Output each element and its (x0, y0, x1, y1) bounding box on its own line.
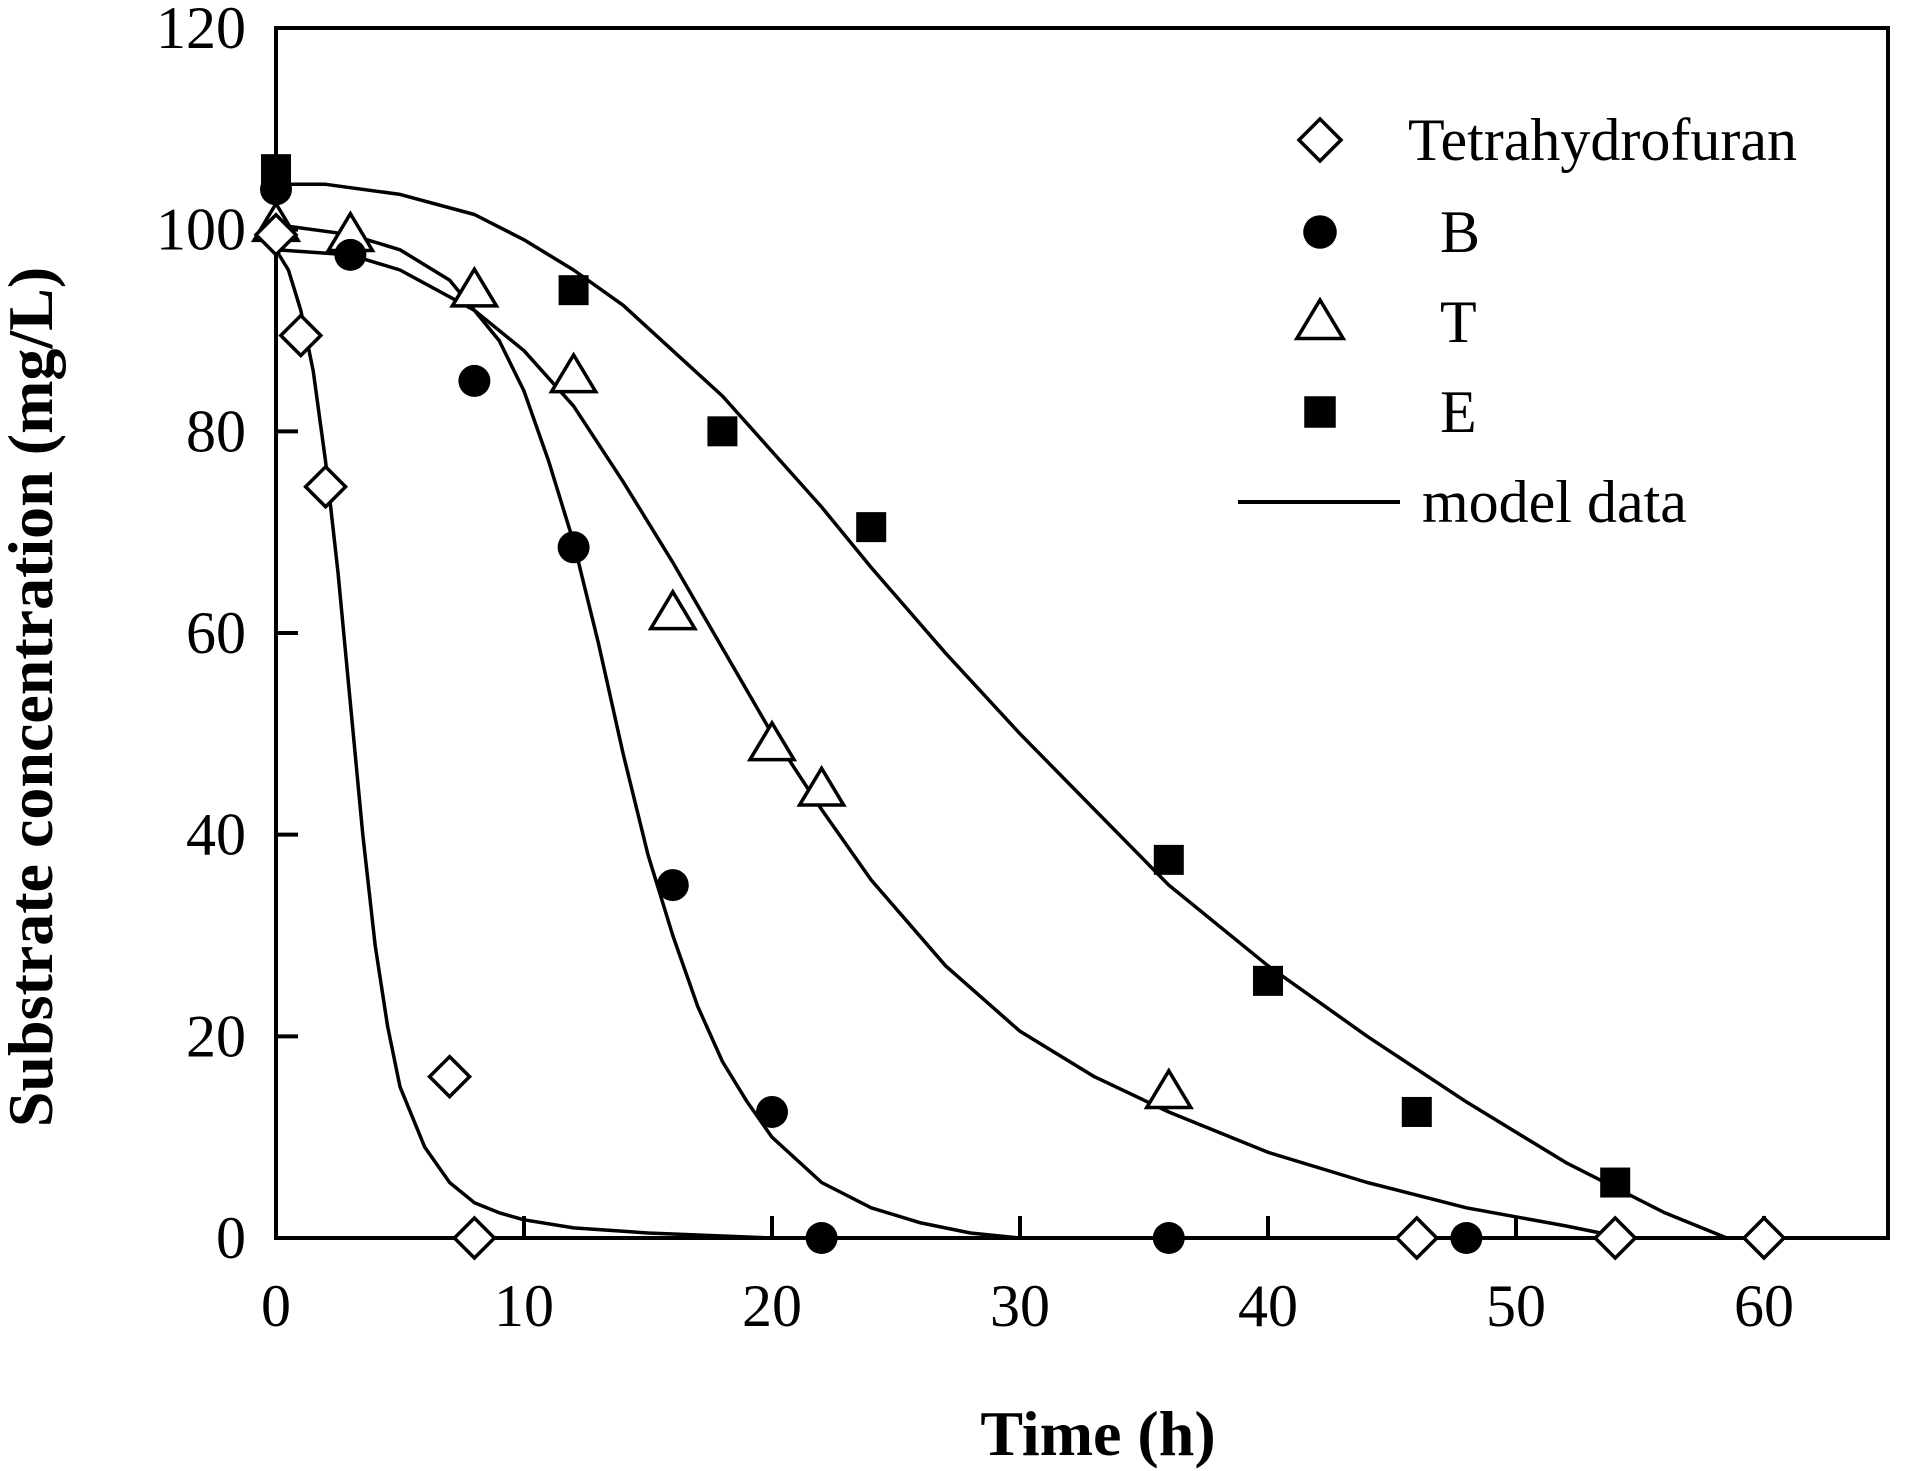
y-tick-label: 40 (186, 802, 246, 868)
point-b (334, 238, 367, 271)
point-b (557, 531, 590, 564)
legend-label-model-data: model data (1422, 469, 1687, 535)
point-tetrahydrofuran (1741, 1215, 1787, 1261)
point-e (558, 275, 589, 306)
point-tetrahydrofuran (451, 1215, 497, 1261)
legend-label-e: E (1440, 379, 1477, 445)
point-t (449, 265, 500, 308)
y-tick-label: 0 (216, 1205, 246, 1271)
point-e (707, 416, 738, 447)
model-curve-tetrahydrofuran (274, 248, 896, 1240)
legend-swatch-tetrahydrofuran (1296, 116, 1344, 164)
legend-swatch-e (1304, 396, 1336, 428)
legend-swatch-b (1303, 215, 1337, 249)
y-tick-label: 120 (156, 0, 246, 61)
model-curve-e (276, 182, 1728, 1240)
legend-label-t: T (1440, 289, 1477, 355)
x-axis: 0 10 20 30 40 50 60 (261, 1216, 1794, 1339)
x-axis-title: Time (h) (980, 1398, 1215, 1469)
plot-border (274, 26, 1890, 1240)
x-tick-label: 60 (1734, 1273, 1794, 1339)
model-curve-b (275, 222, 1021, 1240)
y-tick-label: 60 (186, 600, 246, 666)
y-axis: 0 20 40 60 80 100 120 (156, 0, 298, 1271)
y-tick-label: 20 (186, 1003, 246, 1069)
point-b (260, 173, 292, 206)
x-tick-label: 50 (1486, 1273, 1546, 1339)
point-tetrahydrofuran (1592, 1215, 1638, 1261)
point-e (1600, 1167, 1631, 1198)
x-tick-label: 40 (1238, 1273, 1298, 1339)
x-tick-label: 0 (261, 1273, 291, 1339)
point-tetrahydrofuran (303, 464, 349, 510)
point-b (458, 364, 491, 397)
point-t (746, 719, 798, 762)
point-t (796, 764, 847, 807)
point-t (548, 351, 599, 394)
point-t (1143, 1067, 1194, 1110)
point-b (1450, 1222, 1483, 1254)
point-tetrahydrofuran (427, 1054, 473, 1100)
point-e (856, 512, 887, 543)
point-e (1401, 1096, 1432, 1127)
point-t (647, 588, 698, 631)
point-b (756, 1095, 788, 1128)
point-b (1152, 1222, 1185, 1254)
point-tetrahydrofuran (253, 212, 299, 258)
y-tick-label: 80 (186, 398, 246, 464)
x-tick-label: 20 (742, 1273, 802, 1339)
point-e (1153, 844, 1184, 875)
point-b (656, 869, 689, 902)
point-tetrahydrofuran (278, 313, 324, 359)
point-b (805, 1222, 838, 1254)
legend-label-b: B (1440, 199, 1480, 265)
x-tick-label: 30 (990, 1273, 1050, 1339)
y-tick-label: 100 (156, 197, 246, 263)
y-axis-title: Substrate concentration (mg/L) (0, 267, 66, 1127)
data-points (250, 154, 1787, 1261)
model-curves (274, 182, 1728, 1240)
legend-label-tetrahydrofuran: Tetrahydrofuran (1408, 107, 1797, 173)
x-tick-label: 10 (494, 1273, 554, 1339)
point-e (1253, 965, 1283, 996)
model-curve-t (275, 248, 1616, 1238)
point-tetrahydrofuran (1394, 1215, 1440, 1261)
plot-frame (274, 26, 1890, 1240)
legend-swatch-t (1293, 296, 1347, 341)
